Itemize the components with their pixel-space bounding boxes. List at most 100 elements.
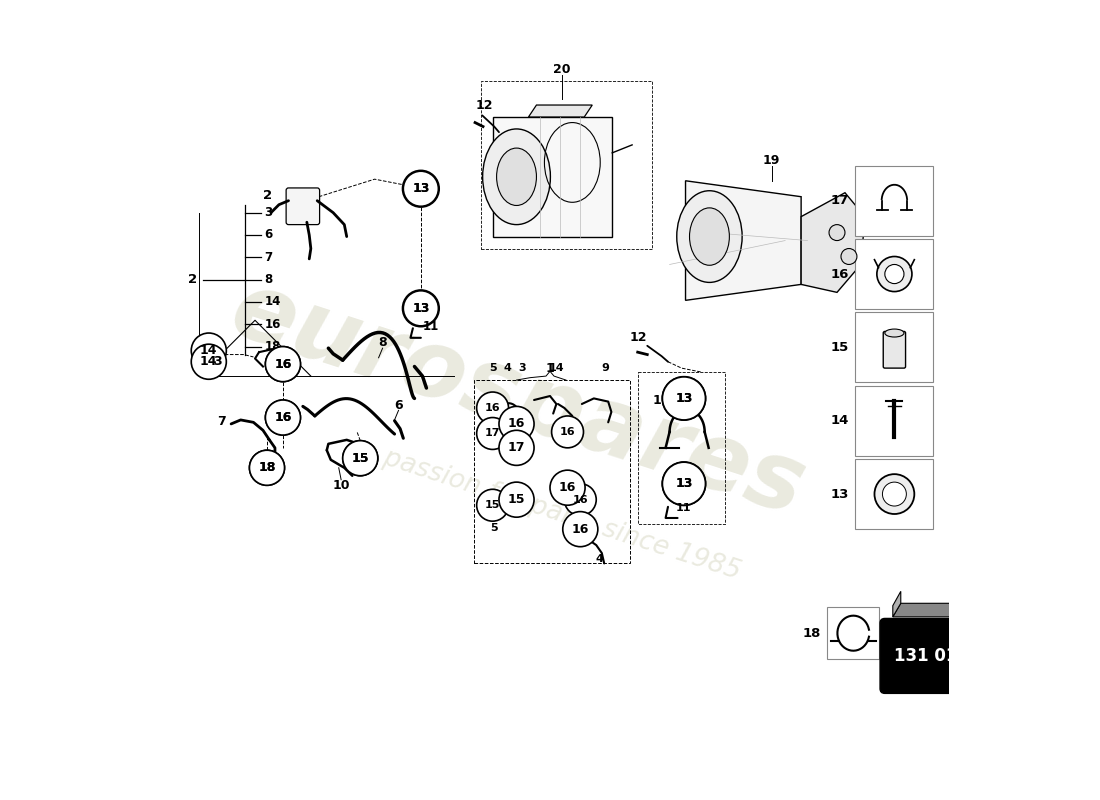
Text: 15: 15 bbox=[352, 452, 368, 465]
Text: a passion for parts since 1985: a passion for parts since 1985 bbox=[356, 438, 744, 586]
Polygon shape bbox=[528, 105, 592, 117]
Circle shape bbox=[265, 400, 300, 435]
Text: 11: 11 bbox=[676, 502, 692, 513]
Text: 3: 3 bbox=[265, 206, 273, 219]
Circle shape bbox=[343, 441, 377, 476]
Circle shape bbox=[877, 257, 912, 291]
Text: 8: 8 bbox=[265, 273, 273, 286]
Circle shape bbox=[882, 482, 906, 506]
Text: 13: 13 bbox=[412, 302, 429, 315]
Text: 14: 14 bbox=[200, 355, 218, 368]
Circle shape bbox=[476, 418, 508, 450]
Text: 17: 17 bbox=[508, 442, 526, 454]
Text: 9: 9 bbox=[602, 363, 609, 373]
Text: 15: 15 bbox=[830, 341, 849, 354]
Text: 19: 19 bbox=[763, 154, 780, 167]
Text: 15: 15 bbox=[508, 493, 526, 506]
Text: 16: 16 bbox=[572, 522, 588, 536]
Text: 13: 13 bbox=[830, 487, 849, 501]
Ellipse shape bbox=[690, 208, 729, 266]
Text: 5: 5 bbox=[491, 522, 498, 533]
Text: 16: 16 bbox=[274, 411, 292, 424]
Circle shape bbox=[191, 344, 227, 379]
Circle shape bbox=[250, 450, 285, 486]
Text: 1: 1 bbox=[546, 362, 554, 374]
Text: 16: 16 bbox=[508, 418, 525, 430]
Circle shape bbox=[551, 416, 583, 448]
Text: 13: 13 bbox=[412, 182, 429, 195]
FancyBboxPatch shape bbox=[856, 459, 934, 529]
Circle shape bbox=[191, 333, 227, 368]
Ellipse shape bbox=[676, 190, 742, 282]
Text: 10: 10 bbox=[332, 479, 350, 492]
Polygon shape bbox=[893, 603, 970, 617]
FancyBboxPatch shape bbox=[827, 607, 879, 659]
Text: 2: 2 bbox=[263, 189, 273, 202]
Text: 1: 1 bbox=[653, 394, 661, 406]
Text: 16: 16 bbox=[830, 267, 849, 281]
Circle shape bbox=[265, 346, 300, 382]
Circle shape bbox=[476, 392, 508, 424]
Circle shape bbox=[842, 249, 857, 265]
Text: 18: 18 bbox=[803, 626, 821, 640]
Circle shape bbox=[404, 290, 439, 326]
Text: 13: 13 bbox=[675, 478, 693, 490]
Circle shape bbox=[564, 484, 596, 515]
Text: 12: 12 bbox=[630, 331, 647, 344]
Polygon shape bbox=[893, 591, 901, 617]
Text: 14: 14 bbox=[549, 363, 564, 373]
Text: 4: 4 bbox=[595, 554, 604, 565]
Text: 20: 20 bbox=[553, 62, 571, 76]
Polygon shape bbox=[801, 193, 865, 292]
Text: 7: 7 bbox=[217, 415, 226, 428]
Text: 2: 2 bbox=[188, 273, 197, 286]
Text: 8: 8 bbox=[378, 336, 387, 349]
Circle shape bbox=[265, 400, 300, 435]
Circle shape bbox=[499, 482, 535, 517]
Text: 14: 14 bbox=[265, 295, 280, 309]
Text: 13: 13 bbox=[675, 392, 693, 405]
Text: 15: 15 bbox=[485, 500, 501, 510]
Circle shape bbox=[563, 512, 597, 546]
Text: 15: 15 bbox=[352, 452, 368, 465]
Text: 17: 17 bbox=[485, 429, 501, 438]
Text: 6: 6 bbox=[394, 399, 403, 412]
Text: 11: 11 bbox=[422, 320, 439, 333]
Text: 16: 16 bbox=[572, 494, 588, 505]
Circle shape bbox=[476, 490, 508, 521]
Ellipse shape bbox=[483, 129, 550, 225]
Circle shape bbox=[343, 441, 377, 476]
FancyBboxPatch shape bbox=[883, 331, 905, 368]
Circle shape bbox=[662, 462, 705, 506]
Text: 6: 6 bbox=[265, 229, 273, 242]
FancyBboxPatch shape bbox=[880, 618, 971, 694]
Circle shape bbox=[403, 170, 439, 207]
Circle shape bbox=[499, 430, 535, 466]
Text: 13: 13 bbox=[412, 302, 429, 315]
Text: 12: 12 bbox=[476, 98, 494, 111]
FancyBboxPatch shape bbox=[856, 386, 934, 456]
Circle shape bbox=[662, 377, 705, 420]
Text: 131 01: 131 01 bbox=[894, 647, 957, 665]
FancyBboxPatch shape bbox=[856, 166, 934, 236]
Circle shape bbox=[884, 265, 904, 284]
Polygon shape bbox=[493, 117, 613, 237]
Text: eurospares: eurospares bbox=[220, 264, 816, 536]
Circle shape bbox=[874, 474, 914, 514]
Circle shape bbox=[662, 377, 705, 420]
Text: 18: 18 bbox=[265, 340, 280, 353]
Text: 14: 14 bbox=[200, 344, 218, 357]
FancyBboxPatch shape bbox=[856, 239, 934, 309]
Text: 16: 16 bbox=[485, 403, 501, 413]
Text: 13: 13 bbox=[675, 392, 693, 405]
Circle shape bbox=[250, 450, 285, 486]
Ellipse shape bbox=[884, 329, 904, 337]
Text: 3: 3 bbox=[213, 355, 221, 368]
Text: 4: 4 bbox=[504, 363, 512, 373]
Text: 14: 14 bbox=[830, 414, 849, 427]
Text: 18: 18 bbox=[258, 462, 276, 474]
Text: 16: 16 bbox=[265, 318, 280, 330]
Circle shape bbox=[404, 171, 439, 206]
Circle shape bbox=[662, 462, 705, 506]
Circle shape bbox=[403, 290, 439, 326]
